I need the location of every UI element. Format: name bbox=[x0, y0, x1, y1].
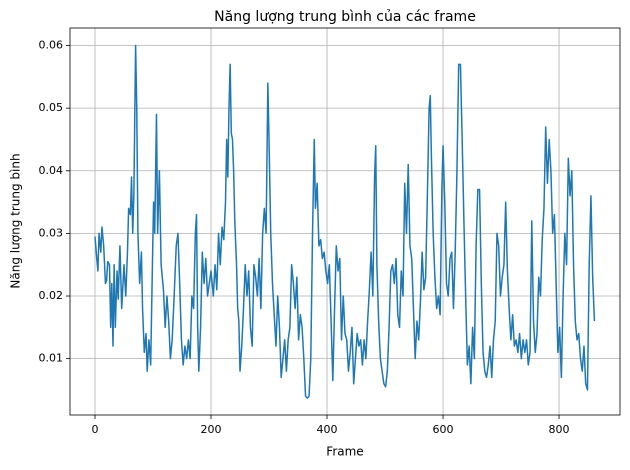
x-tick-label: 0 bbox=[92, 423, 99, 436]
y-tick-label: 0.05 bbox=[39, 101, 64, 114]
y-tick-label: 0.06 bbox=[39, 39, 64, 52]
y-tick-label: 0.02 bbox=[39, 289, 64, 302]
x-tick-label: 400 bbox=[317, 423, 338, 436]
data-line bbox=[94, 44, 596, 399]
y-tick-label: 0.03 bbox=[39, 226, 64, 239]
y-tick-label: 0.04 bbox=[39, 164, 64, 177]
x-tick-label: 200 bbox=[201, 423, 222, 436]
x-axis-label: Frame bbox=[326, 445, 363, 459]
y-axis-label: Năng lượng trung bình bbox=[9, 153, 23, 288]
x-tick-label: 600 bbox=[433, 423, 454, 436]
plot-frame bbox=[69, 27, 621, 416]
x-tick-label: 800 bbox=[549, 423, 570, 436]
chart-title: Năng lượng trung bình của các frame bbox=[214, 9, 476, 25]
y-tick-label: 0.01 bbox=[39, 352, 64, 365]
